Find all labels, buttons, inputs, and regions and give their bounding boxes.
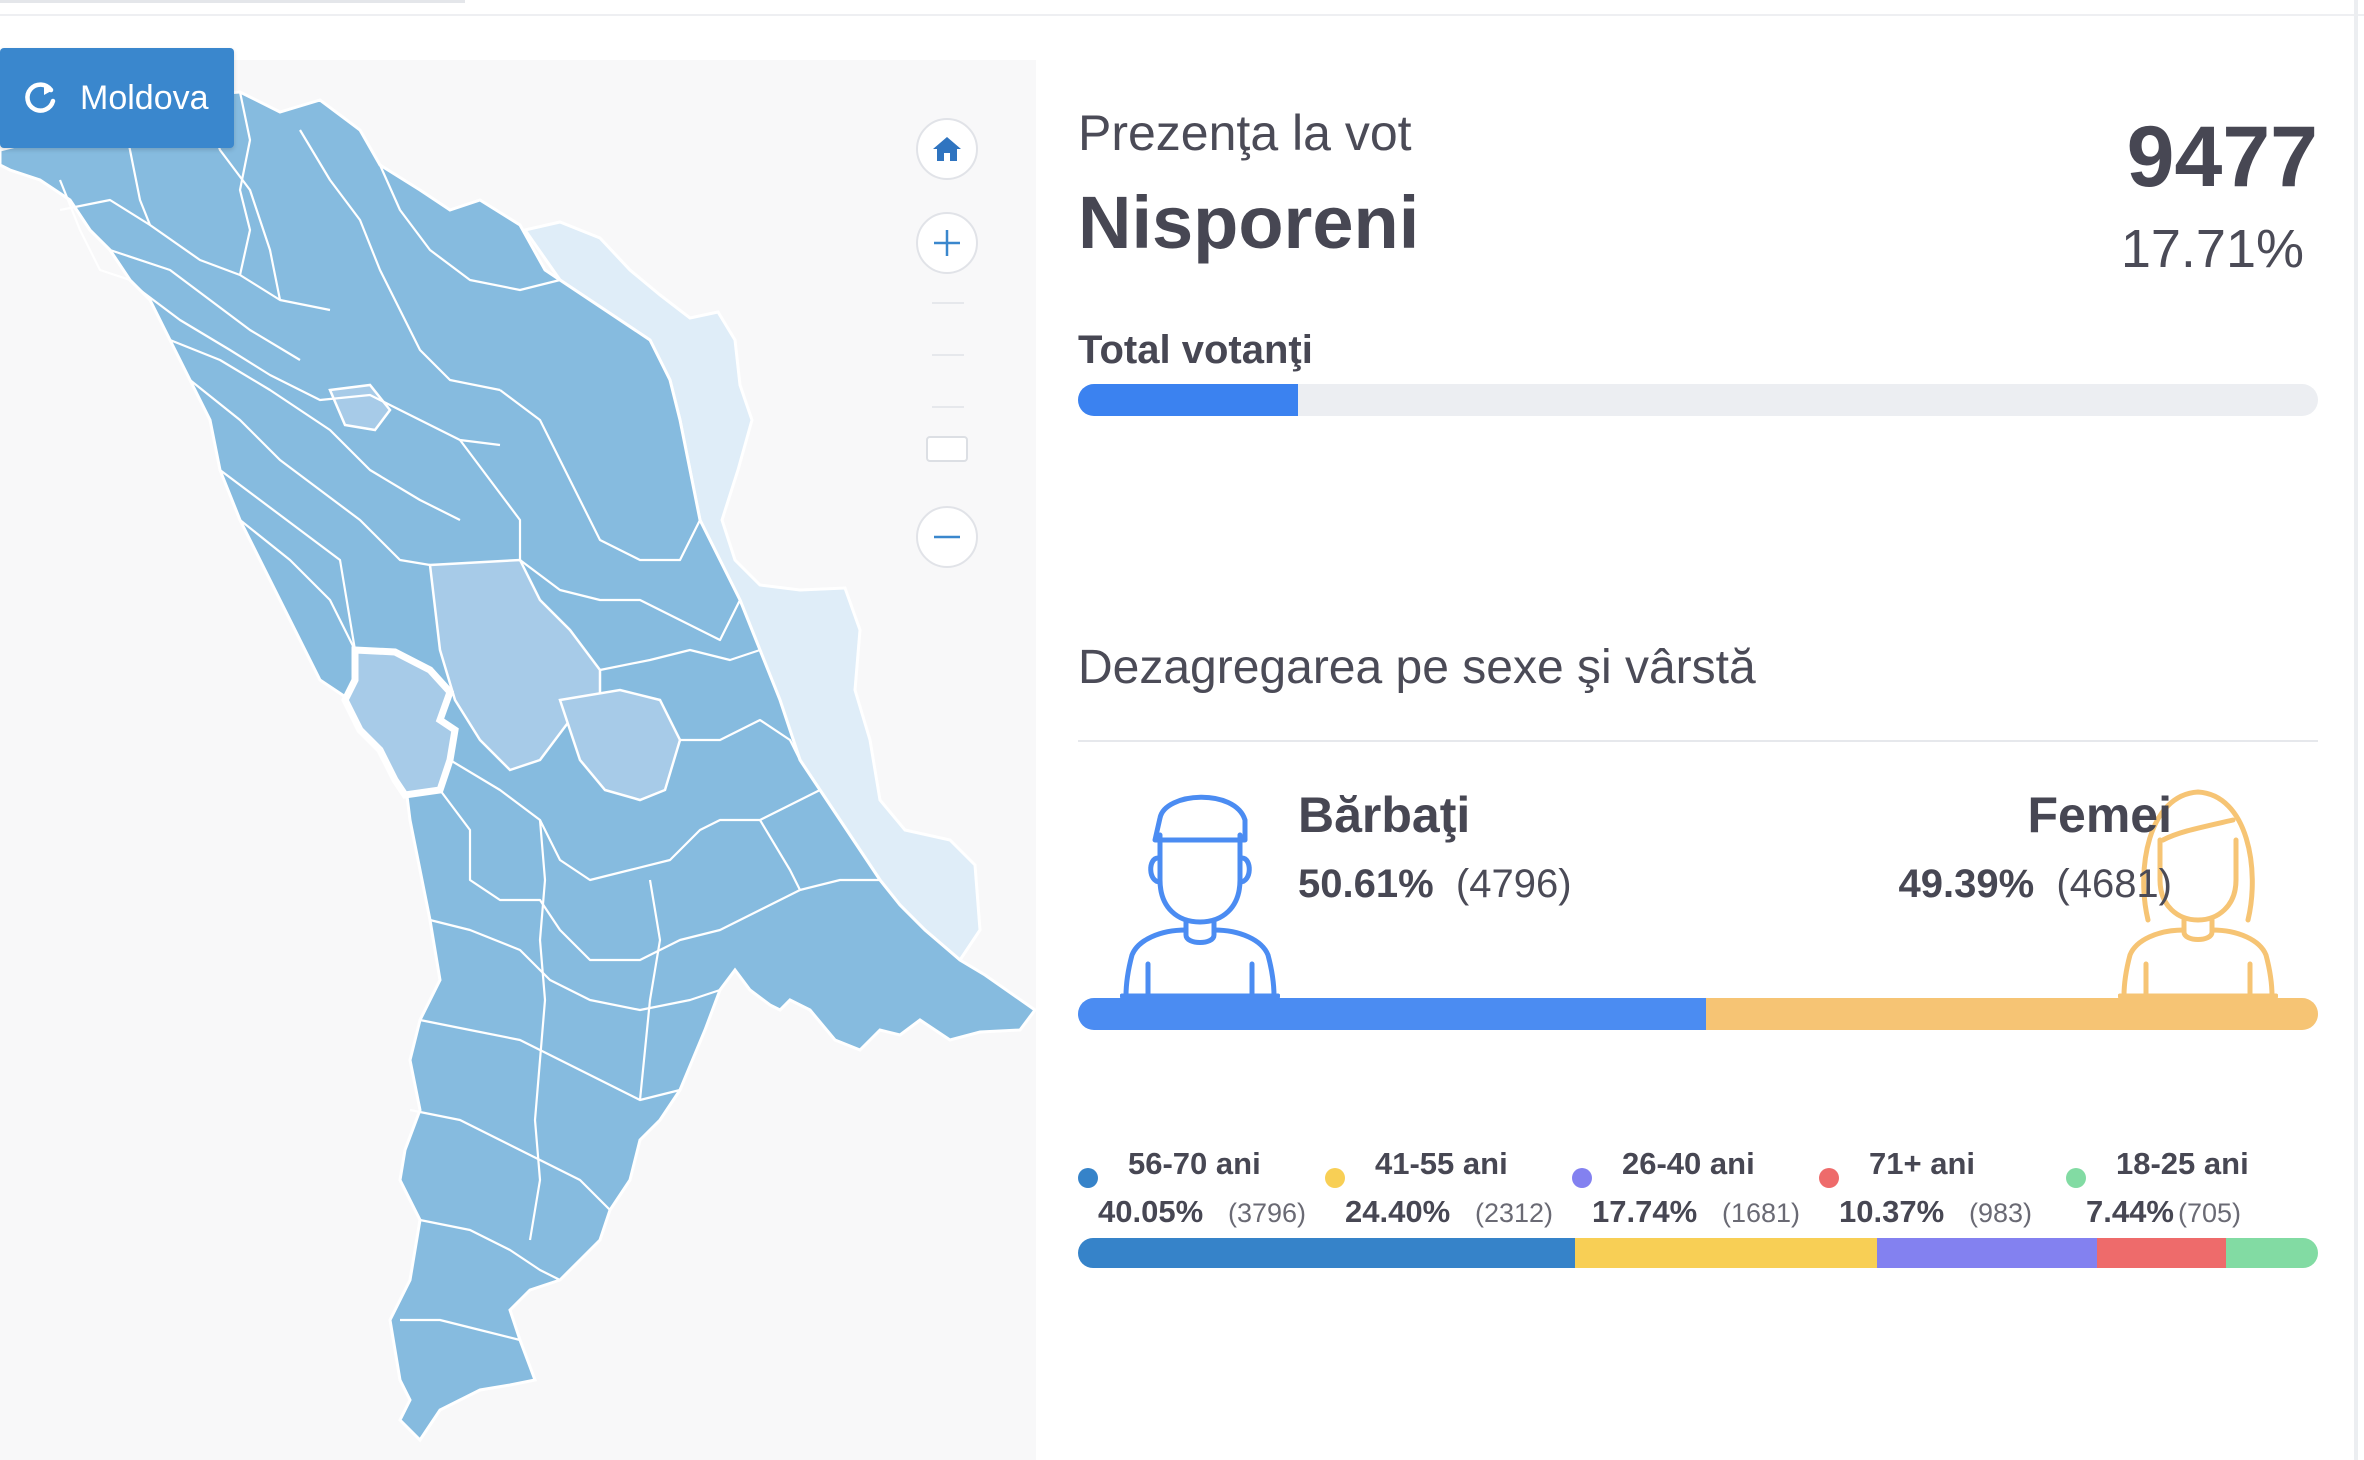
men-count: (4796) [1455,862,1572,906]
age-bar-segment [1574,1238,1878,1268]
age-bar-segment [2097,1238,2226,1268]
total-progress-fill [1078,384,1298,416]
age-legend-percent: 10.37% [1839,1194,1945,1229]
age-legend-percent: 24.40% [1345,1194,1451,1229]
gender-bar-women [1705,998,2318,1030]
age-legend-label: 18-25 ani [2116,1146,2249,1181]
gender-bar-men [1078,998,1706,1030]
region-light-3[interactable] [328,383,392,432]
total-voters-label: Total votanţi [1078,328,1313,372]
women-label: Femei [2027,787,2172,843]
age-legend-dot [1572,1168,1592,1188]
age-legend-dot [2066,1168,2086,1188]
top-strip [0,0,2364,16]
age-legend-count: (983) [1969,1198,2033,1228]
zoom-out-button[interactable] [916,506,978,568]
men-label: Bărbaţi [1298,787,1471,843]
info-panel: Prezenţa la vot Nisporeni 9477 17.71% To… [1078,0,2318,1460]
women-percent: 49.39% [1898,862,2035,906]
turnout-title: Prezenţa la vot [1078,105,1412,161]
zoom-tick [932,406,964,408]
refresh-icon [25,82,56,113]
home-button[interactable] [916,118,978,180]
moldova-reset-label: Moldova [80,78,209,117]
age-bar-segment [2225,1238,2318,1268]
age-legend-percent: 7.44% [2086,1194,2174,1229]
age-legend-count: (1681) [1722,1198,1801,1228]
scrollbar-track[interactable] [2354,0,2358,1460]
age-bar-segment [1877,1238,2098,1268]
top-tab-indicator [0,0,465,3]
district-borders [58,91,880,1342]
woman-icon [2118,789,2278,999]
zoom-in-button[interactable] [916,212,978,274]
zoom-tick [932,302,964,304]
region-name: Nisporeni [1078,181,1420,264]
age-legend-count: (2312) [1475,1198,1554,1228]
total-progress-bar [1078,384,2318,416]
home-icon [933,137,961,161]
region-light-2[interactable] [558,688,682,802]
age-legend-label: 26-40 ani [1622,1146,1755,1181]
turnout-percent: 17.71% [2120,219,2304,279]
age-legend-percent: 40.05% [1098,1194,1204,1229]
men-stat: 50.61% (4796) [1298,862,1572,907]
age-legend-label: 56-70 ani [1128,1146,1261,1181]
zoom-slider-handle[interactable] [926,436,968,462]
age-legend-dot [1078,1168,1098,1188]
divider [1078,740,2318,742]
age-legend-label: 71+ ani [1869,1146,1975,1181]
moldova-map[interactable] [0,0,1040,1460]
age-legend-dot [1325,1168,1345,1188]
men-percent: 50.61% [1298,862,1434,906]
age-legend-dot [1819,1168,1839,1188]
age-legend-count: (3796) [1228,1198,1307,1228]
age-bar [1078,1238,2318,1268]
age-bar-segment [1078,1238,1575,1268]
breakdown-title: Dezagregarea pe sexe şi vârstă [1078,641,1756,694]
age-legend-count: (705) [2178,1198,2242,1228]
age-legend-percent: 17.74% [1592,1194,1698,1229]
zoom-tick [932,354,964,356]
turnout-count: 9477 [2126,109,2318,205]
moldova-reset-button[interactable]: Moldova [0,48,234,148]
women-stat: 49.39% (4681) [1898,862,2172,907]
plus-icon [934,230,960,256]
man-icon [1120,794,1280,999]
gender-bar [1078,998,2318,1030]
women-count: (4681) [2056,862,2172,906]
minus-icon [934,535,960,539]
age-legend-label: 41-55 ani [1375,1146,1508,1181]
